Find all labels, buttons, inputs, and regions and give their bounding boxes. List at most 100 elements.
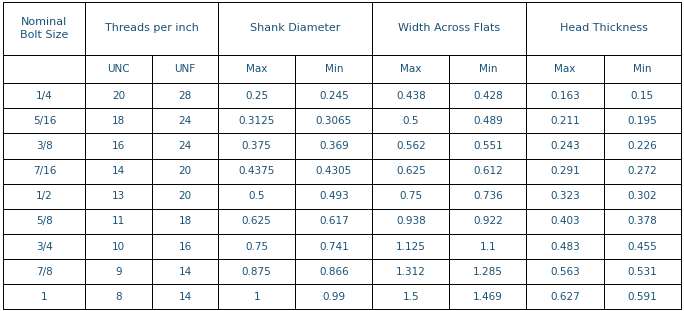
Text: 16: 16 <box>112 141 125 151</box>
Bar <box>218 184 295 209</box>
Text: Min: Min <box>479 64 497 74</box>
Text: 0.617: 0.617 <box>319 216 349 226</box>
Text: 1.5: 1.5 <box>403 292 419 302</box>
Text: 13: 13 <box>112 191 125 201</box>
Bar <box>218 259 295 284</box>
Bar <box>372 234 449 259</box>
Bar <box>3 234 86 259</box>
Bar <box>527 284 603 309</box>
Text: 20: 20 <box>179 166 192 176</box>
Text: 0.489: 0.489 <box>473 116 503 126</box>
Bar <box>152 234 218 259</box>
Text: 1.285: 1.285 <box>473 267 503 277</box>
Bar <box>449 209 527 234</box>
Text: 10: 10 <box>112 242 125 252</box>
Text: 7/8: 7/8 <box>36 267 53 277</box>
Bar <box>86 108 152 133</box>
Bar <box>218 108 295 133</box>
Bar <box>527 133 603 159</box>
Bar <box>449 259 527 284</box>
Text: Shank Diameter: Shank Diameter <box>250 24 341 34</box>
Text: 0.4375: 0.4375 <box>239 166 275 176</box>
Bar <box>449 55 527 83</box>
Bar <box>372 184 449 209</box>
Text: 0.591: 0.591 <box>627 292 657 302</box>
Bar <box>3 55 86 83</box>
Text: 0.323: 0.323 <box>550 191 580 201</box>
Bar <box>86 234 152 259</box>
Text: 0.866: 0.866 <box>319 267 349 277</box>
Text: UNC: UNC <box>107 64 130 74</box>
Bar <box>152 133 218 159</box>
Bar <box>218 284 295 309</box>
Text: 0.938: 0.938 <box>396 216 425 226</box>
Bar <box>86 133 152 159</box>
Bar <box>603 184 681 209</box>
Text: 14: 14 <box>112 166 125 176</box>
Bar <box>86 83 152 108</box>
Text: 0.211: 0.211 <box>550 116 580 126</box>
Bar <box>295 259 372 284</box>
Bar <box>218 83 295 108</box>
Bar <box>372 159 449 184</box>
Bar <box>152 55 218 83</box>
Text: 0.736: 0.736 <box>473 191 503 201</box>
Bar <box>218 209 295 234</box>
Text: Head Thickness: Head Thickness <box>560 24 648 34</box>
Text: 3/8: 3/8 <box>36 141 53 151</box>
Bar <box>218 159 295 184</box>
Bar <box>218 133 295 159</box>
Bar <box>86 159 152 184</box>
Bar <box>449 133 527 159</box>
Bar <box>152 209 218 234</box>
Text: 1: 1 <box>41 292 48 302</box>
Text: 1.1: 1.1 <box>479 242 496 252</box>
Bar <box>527 2 681 55</box>
Bar <box>86 284 152 309</box>
Bar <box>372 259 449 284</box>
Bar <box>603 259 681 284</box>
Bar <box>295 133 372 159</box>
Text: 1.125: 1.125 <box>396 242 426 252</box>
Text: 28: 28 <box>179 91 192 101</box>
Bar <box>527 55 603 83</box>
Text: 0.226: 0.226 <box>627 141 657 151</box>
Text: 0.625: 0.625 <box>242 216 272 226</box>
Text: 18: 18 <box>179 216 192 226</box>
Text: Max: Max <box>400 64 421 74</box>
Text: 0.272: 0.272 <box>627 166 657 176</box>
Text: 0.493: 0.493 <box>319 191 349 201</box>
Text: 24: 24 <box>179 116 192 126</box>
Text: 0.3125: 0.3125 <box>239 116 275 126</box>
Text: 0.195: 0.195 <box>627 116 657 126</box>
Text: 14: 14 <box>179 267 192 277</box>
Bar <box>295 159 372 184</box>
Text: UNF: UNF <box>174 64 196 74</box>
Text: 0.612: 0.612 <box>473 166 503 176</box>
Bar <box>527 184 603 209</box>
Text: 0.562: 0.562 <box>396 141 425 151</box>
Bar <box>603 234 681 259</box>
Text: 0.75: 0.75 <box>399 191 423 201</box>
Text: 0.5: 0.5 <box>403 116 419 126</box>
Bar <box>603 284 681 309</box>
Bar <box>295 209 372 234</box>
Text: 0.369: 0.369 <box>319 141 349 151</box>
Bar <box>3 108 86 133</box>
Bar <box>527 259 603 284</box>
Bar <box>86 209 152 234</box>
Text: 0.163: 0.163 <box>550 91 580 101</box>
Text: 0.483: 0.483 <box>550 242 580 252</box>
Bar <box>603 159 681 184</box>
Text: Max: Max <box>246 64 267 74</box>
Text: 0.3065: 0.3065 <box>316 116 352 126</box>
Text: 0.531: 0.531 <box>627 267 657 277</box>
Text: 0.243: 0.243 <box>550 141 580 151</box>
Bar <box>372 108 449 133</box>
Text: 16: 16 <box>179 242 192 252</box>
Bar <box>86 259 152 284</box>
Bar <box>527 159 603 184</box>
Bar <box>3 133 86 159</box>
Bar <box>372 55 449 83</box>
Text: 0.428: 0.428 <box>473 91 503 101</box>
